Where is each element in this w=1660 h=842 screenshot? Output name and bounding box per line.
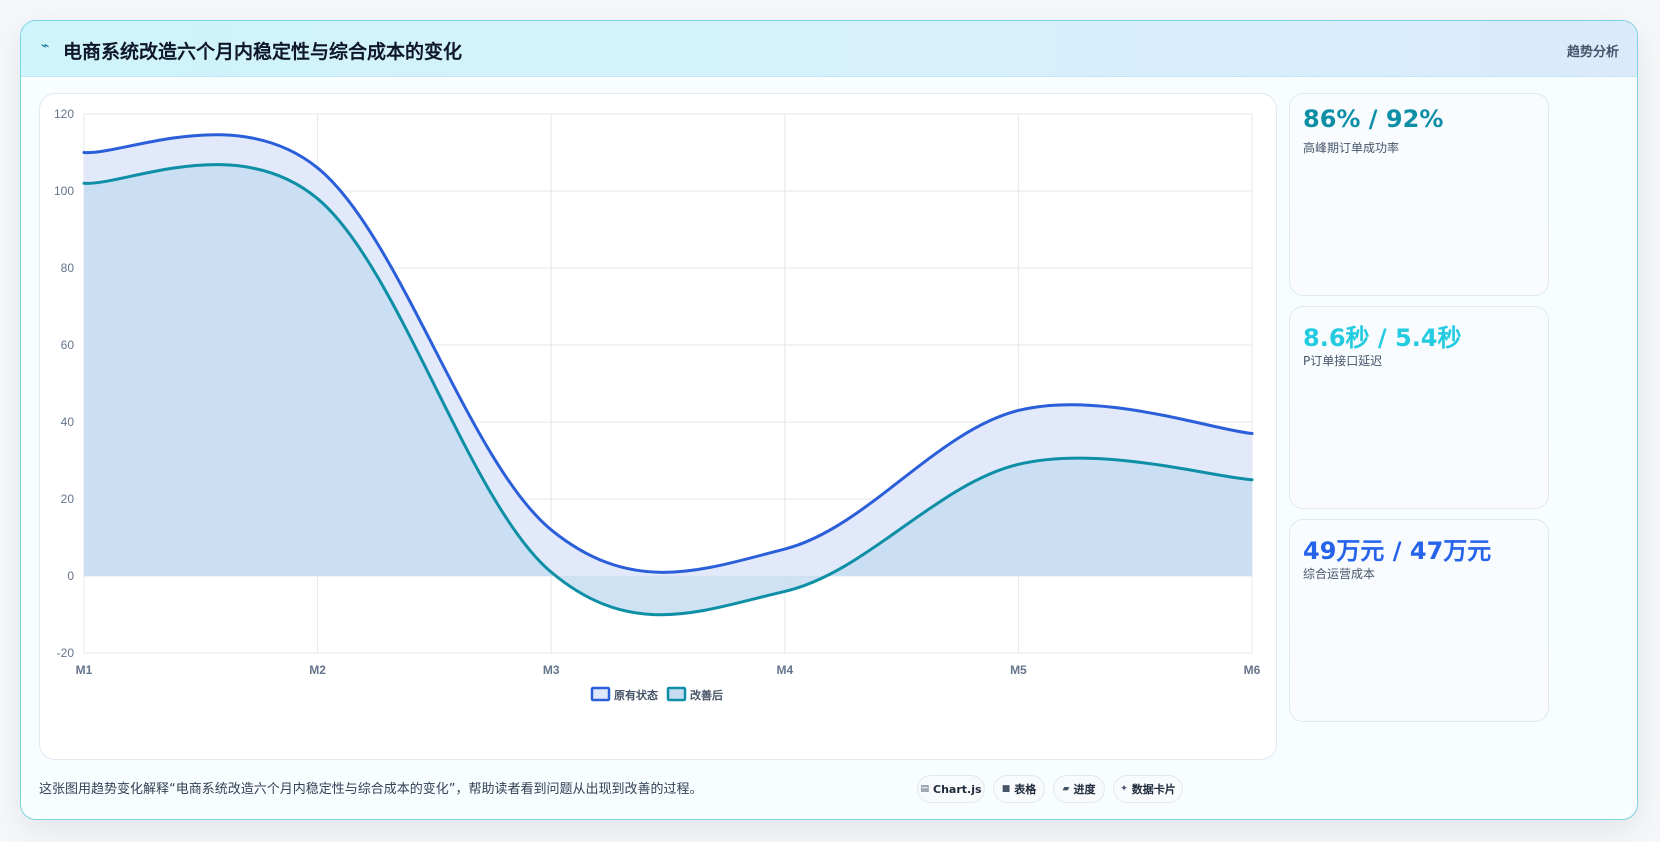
legend-label: 改善后: [690, 688, 723, 702]
stat-value: 86% / 92%: [1303, 105, 1444, 133]
trend-line-icon: ⌁: [41, 38, 50, 54]
y-tick-label: 80: [61, 261, 75, 275]
legend-swatch: [666, 686, 687, 702]
y-tick-label: 0: [67, 569, 74, 583]
x-tick-label: M4: [776, 663, 793, 677]
x-tick-label: M5: [1010, 663, 1027, 677]
y-tick-label: 120: [54, 107, 74, 121]
dashboard-card: ⌁ 电商系统改造六个月内稳定性与综合成本的变化 趋势分析 -20 0 20 40 60 8…: [20, 20, 1638, 820]
x-tick-label: M3: [543, 663, 560, 677]
sparkle-icon: ✦: [1120, 784, 1128, 794]
chip-progress[interactable]: ▰ 进度: [1053, 775, 1105, 803]
chip-label: Chart.js: [933, 782, 982, 796]
chip-label: 表格: [1014, 783, 1037, 796]
chip-label: 数据卡片: [1131, 783, 1176, 796]
x-tick-label: M6: [1244, 663, 1261, 677]
stat-value: 8.6秒 / 5.4秒: [1303, 324, 1462, 352]
chart-icon: ▤: [920, 784, 929, 794]
series-line-0: [82, 133, 1254, 574]
stat-label: P订单接口延迟: [1303, 354, 1383, 368]
chip-chartjs[interactable]: ▤ Chart.js: [917, 775, 985, 803]
chart-panel: -20 0 20 40 60 80 100 120 M1 M2 M3 M4 M5 M6 原有状态 改善后: [39, 93, 1277, 760]
series-area-1: [84, 164, 1252, 615]
stat-value: 49万元 / 47万元: [1303, 537, 1492, 565]
legend-label: 原有状态: [614, 688, 658, 702]
y-tick-label: 100: [54, 184, 74, 198]
chip-table[interactable]: ■ 表格: [993, 775, 1045, 803]
chart-description: 这张图用趋势变化解释“电商系统改造六个月内稳定性与综合成本的变化”，帮助读者看到…: [39, 782, 703, 797]
page-title: 电商系统改造六个月内稳定性与综合成本的变化: [63, 41, 463, 63]
y-tick-label: 20: [61, 492, 75, 506]
header-tag: 趋势分析: [1566, 45, 1619, 60]
area-chart: -20 0 20 40 60 80 100 120 M1 M2 M3 M4 M5 M6 原有状态 改善后: [54, 107, 1261, 702]
stat-label: 综合运营成本: [1303, 567, 1376, 581]
stat-card-latency: 8.6秒 / 5.4秒 P订单接口延迟: [1289, 306, 1549, 509]
chip-label: 进度: [1073, 783, 1096, 796]
header-bar: ⌁ 电商系统改造六个月内稳定性与综合成本的变化 趋势分析: [21, 21, 1637, 77]
stat-card-success-rate: 86% / 92% 高峰期订单成功率: [1289, 93, 1549, 296]
x-tick-label: M2: [309, 663, 326, 677]
y-tick-label: -20: [57, 646, 75, 660]
y-tick-label: 40: [61, 415, 75, 429]
legend-swatch: [590, 686, 611, 702]
x-tick-label: M1: [76, 663, 93, 677]
series-line-1: [82, 163, 1254, 617]
chip-data-card[interactable]: ✦ 数据卡片: [1113, 775, 1183, 803]
stats-column: 86% / 92% 高峰期订单成功率 8.6秒 / 5.4秒 P订单接口延迟 4…: [1289, 93, 1549, 760]
stat-label: 高峰期订单成功率: [1303, 141, 1400, 155]
stat-card-cost: 49万元 / 47万元 综合运营成本: [1289, 519, 1549, 722]
y-tick-label: 60: [61, 338, 75, 352]
progress-icon: ▰: [1062, 784, 1070, 794]
table-icon: ■: [1001, 784, 1011, 794]
